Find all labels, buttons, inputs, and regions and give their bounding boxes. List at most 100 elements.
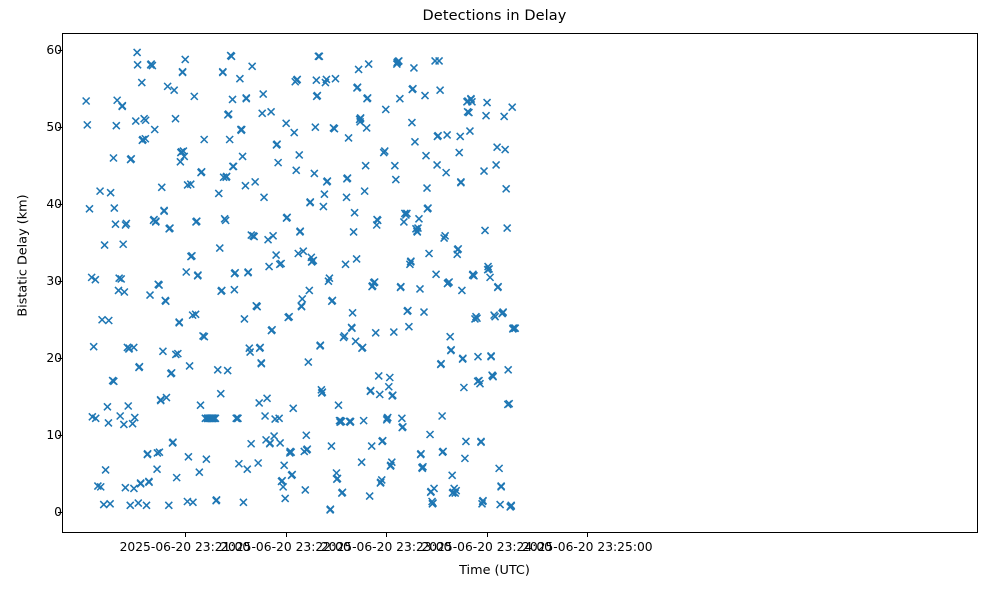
data-point-marker bbox=[393, 58, 402, 67]
data-point-marker bbox=[104, 418, 113, 427]
data-point-marker bbox=[170, 86, 179, 95]
data-point-marker bbox=[404, 322, 413, 331]
data-point-marker bbox=[82, 96, 91, 106]
data-point-marker bbox=[397, 414, 406, 423]
data-point-marker bbox=[116, 411, 125, 421]
x-tick-mark bbox=[285, 533, 287, 537]
data-point-marker bbox=[87, 273, 96, 282]
data-point-marker bbox=[366, 387, 375, 396]
data-point-marker bbox=[203, 414, 212, 423]
data-point-marker bbox=[104, 316, 113, 325]
data-point-marker bbox=[112, 121, 121, 130]
data-point-marker bbox=[115, 274, 124, 283]
data-point-marker bbox=[254, 458, 263, 468]
data-point-marker bbox=[409, 63, 418, 72]
data-point-marker bbox=[269, 231, 278, 240]
y-tick-label: 60 bbox=[46, 42, 62, 57]
data-point-marker bbox=[265, 439, 274, 448]
data-point-marker bbox=[85, 204, 94, 213]
x-axis-label: Time (UTC) bbox=[459, 563, 530, 578]
data-point-marker bbox=[285, 448, 294, 458]
data-point-marker bbox=[234, 459, 243, 468]
data-point-marker bbox=[357, 344, 367, 353]
data-point-marker bbox=[121, 220, 130, 230]
y-tick-mark bbox=[58, 512, 62, 514]
data-point-marker bbox=[463, 107, 472, 116]
data-point-marker bbox=[248, 62, 257, 71]
data-point-marker bbox=[502, 184, 511, 193]
y-tick-mark bbox=[58, 280, 62, 283]
data-point-marker bbox=[265, 262, 274, 271]
data-point-marker bbox=[270, 431, 279, 441]
data-point-marker bbox=[171, 350, 180, 359]
data-point-marker bbox=[280, 461, 289, 470]
data-point-marker bbox=[153, 465, 162, 474]
data-point-marker bbox=[399, 217, 408, 226]
data-point-marker bbox=[425, 430, 435, 439]
data-point-marker bbox=[162, 393, 171, 402]
data-point-marker bbox=[457, 286, 466, 295]
y-tick-mark bbox=[58, 126, 62, 129]
data-point-marker bbox=[488, 371, 497, 381]
data-point-marker bbox=[433, 160, 442, 169]
data-point-marker bbox=[362, 94, 372, 103]
data-point-marker bbox=[424, 249, 434, 258]
data-point-marker bbox=[144, 478, 154, 487]
data-point-marker bbox=[119, 420, 128, 429]
data-point-marker bbox=[310, 169, 319, 178]
data-point-marker bbox=[319, 202, 328, 211]
data-point-marker bbox=[118, 102, 127, 111]
data-point-marker bbox=[419, 307, 429, 317]
data-point-marker bbox=[181, 55, 190, 64]
data-point-marker bbox=[247, 230, 256, 240]
data-point-marker bbox=[452, 486, 461, 495]
data-point-marker bbox=[222, 173, 231, 182]
data-point-marker bbox=[255, 344, 264, 353]
data-point-marker bbox=[134, 498, 143, 508]
data-point-marker bbox=[200, 332, 209, 341]
data-point-marker bbox=[190, 92, 199, 101]
data-point-marker bbox=[361, 161, 370, 170]
data-point-marker bbox=[99, 500, 108, 509]
data-point-marker bbox=[91, 275, 100, 284]
data-point-marker bbox=[171, 114, 180, 123]
data-point-marker bbox=[312, 76, 321, 85]
data-point-marker bbox=[352, 254, 361, 263]
data-point-marker bbox=[428, 499, 437, 508]
x-tick-label: 2025-06-20 23:21:00 bbox=[119, 540, 251, 554]
data-point-marker bbox=[191, 217, 201, 226]
data-point-marker bbox=[156, 396, 165, 405]
data-point-marker bbox=[240, 314, 249, 324]
data-point-marker bbox=[230, 269, 239, 278]
data-point-marker bbox=[374, 371, 383, 381]
data-point-marker bbox=[395, 94, 404, 103]
data-point-marker bbox=[503, 224, 512, 233]
data-point-marker bbox=[479, 167, 489, 176]
data-point-marker bbox=[96, 187, 105, 196]
data-point-marker bbox=[511, 324, 520, 333]
data-point-marker bbox=[225, 135, 234, 144]
data-point-marker bbox=[386, 462, 395, 471]
x-tick-label: 2025-06-20 23:25:00 bbox=[522, 540, 653, 554]
data-point-marker bbox=[492, 160, 501, 169]
data-point-marker bbox=[88, 412, 97, 421]
data-point-marker bbox=[117, 274, 126, 283]
data-point-marker bbox=[178, 68, 187, 77]
data-point-marker bbox=[322, 75, 331, 84]
data-point-marker bbox=[461, 437, 470, 446]
data-point-marker bbox=[398, 423, 407, 432]
data-point-marker bbox=[508, 324, 517, 334]
data-point-marker bbox=[443, 279, 452, 288]
data-point-marker bbox=[356, 114, 365, 123]
y-tick-label: 20 bbox=[46, 351, 62, 365]
data-point-marker bbox=[89, 342, 98, 351]
data-point-marker bbox=[414, 214, 424, 223]
data-point-marker bbox=[211, 414, 220, 423]
data-point-marker bbox=[422, 183, 432, 193]
data-point-marker bbox=[451, 488, 460, 498]
data-point-marker bbox=[165, 224, 174, 233]
data-point-marker bbox=[456, 178, 465, 187]
data-point-marker bbox=[348, 308, 357, 317]
data-point-marker bbox=[228, 162, 237, 171]
